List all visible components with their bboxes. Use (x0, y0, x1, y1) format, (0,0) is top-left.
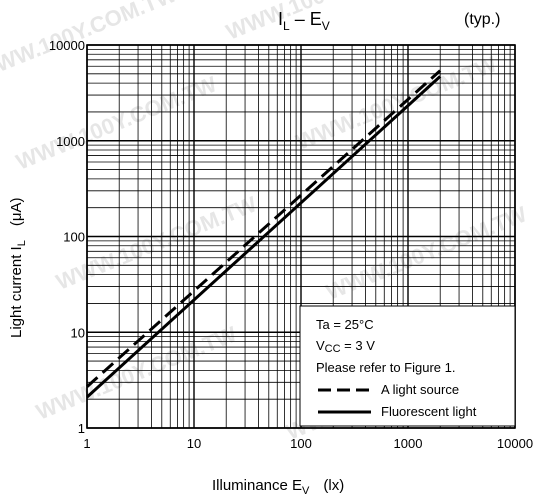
tick-labels: 1 10 100 1000 10000 1 10 100 1000 10000 (49, 38, 533, 451)
x-tick-label: 10000 (497, 436, 533, 451)
y-tick-label: 100 (63, 230, 85, 245)
legend-label-fluorescent-light: Fluorescent light (381, 404, 477, 419)
data-series (85, 69, 442, 399)
condition-vcc: VCC = 3 V (316, 338, 375, 355)
chart-subtitle: (typ.) (464, 11, 500, 28)
legend-background (299, 305, 516, 427)
y-tick-label: 10000 (49, 38, 85, 53)
watermark-text: WWW.100Y.COM.TW (0, 0, 180, 85)
series-line-a-light-source (85, 69, 442, 388)
x-tick-label: 1000 (394, 436, 423, 451)
y-tick-label: 1 (78, 421, 85, 436)
y-tick-label: 10 (71, 325, 85, 340)
condition-note: Please refer to Figure 1. (316, 360, 455, 375)
y-tick-label: 1000 (56, 134, 85, 149)
watermark-text: WWW.100Y.COM.TW (323, 201, 531, 304)
x-axis-label: Illuminance EV (lx) (212, 477, 344, 497)
legend: Ta = 25°C VCC = 3 V Please refer to Figu… (299, 305, 516, 427)
x-tick-label: 1 (83, 436, 90, 451)
x-tick-label: 10 (187, 436, 201, 451)
y-axis-label: Light current IL(μA) (8, 198, 28, 338)
x-tick-label: 100 (290, 436, 312, 451)
legend-label-a-light-source: A light source (381, 382, 459, 397)
series-line-fluorescent-light (85, 75, 442, 399)
watermark-text: WWW.100Y.COM.TW (293, 51, 501, 154)
plot-frame (86, 44, 516, 429)
condition-temperature: Ta = 25°C (316, 317, 374, 332)
chart-title: IL – EV (278, 9, 330, 33)
